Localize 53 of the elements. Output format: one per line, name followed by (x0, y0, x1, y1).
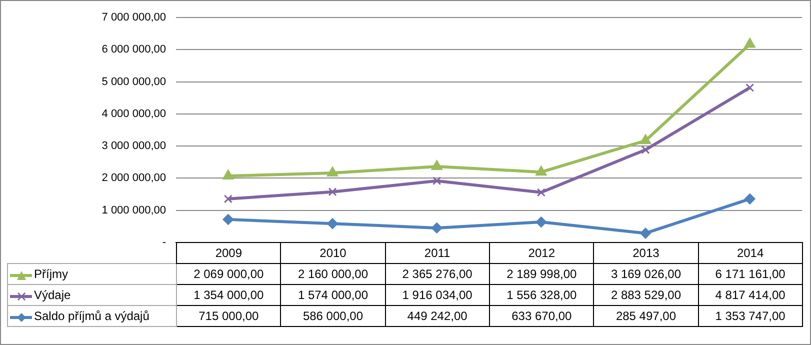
legend-label: Příjmy (8, 264, 176, 285)
data-label: 3 169 026,00 (594, 264, 698, 285)
data-label: 6 171 161,00 (698, 264, 802, 285)
point (328, 188, 337, 196)
point (222, 169, 234, 180)
x-tick-label: 2009 (176, 242, 281, 264)
data-label: 715 000,00 (176, 306, 281, 327)
x-tick-label: 2010 (280, 242, 386, 264)
point (431, 160, 443, 170)
data-label: 2 160 000,00 (280, 264, 386, 285)
point (536, 216, 547, 228)
data-label: 1 556 328,00 (489, 284, 594, 306)
x-tick-label: 2011 (385, 242, 490, 264)
data-label: 1 354 000,00 (176, 284, 281, 306)
point (326, 166, 338, 177)
data-label: 1 574 000,00 (280, 284, 386, 306)
point (744, 193, 756, 204)
point (640, 228, 651, 239)
y-tick-label: 4 000 000,00 (102, 108, 166, 120)
legend-label: Výdaje (8, 284, 176, 306)
point (431, 222, 442, 234)
data-label: 2 189 998,00 (489, 264, 594, 285)
y-tick-label: 5 000 000,00 (102, 76, 166, 88)
data-label: 449 242,00 (385, 306, 490, 327)
point (640, 134, 652, 144)
y-tick-label: 1 000 000,00 (102, 204, 166, 216)
data-label: 586 000,00 (280, 306, 386, 327)
y-tick-label: 7 000 000,00 (102, 12, 166, 24)
data-label: 2 883 529,00 (594, 284, 698, 306)
point (535, 166, 547, 176)
point (746, 83, 754, 92)
x-tick-label: 2012 (489, 242, 594, 264)
point (536, 188, 546, 197)
legend-label: Saldo příjmů a výdajů (8, 306, 176, 327)
y-tick-label: 6 000 000,00 (102, 44, 166, 56)
point (432, 176, 442, 186)
point (744, 38, 756, 48)
data-label: 633 670,00 (489, 306, 594, 327)
data-label: 2 365 276,00 (385, 264, 490, 285)
y-tick-label: 2 000 000,00 (102, 172, 166, 184)
point (222, 214, 234, 225)
y-tick-label: - (162, 236, 166, 248)
point (641, 146, 650, 154)
x-tick-label: 2014 (698, 242, 802, 264)
data-label: 4 817 414,00 (698, 284, 802, 306)
data-label: 285 497,00 (594, 306, 698, 327)
x-tick-label: 2013 (594, 242, 698, 264)
point (224, 194, 232, 204)
point (327, 218, 338, 230)
data-label: 1 353 747,00 (698, 306, 802, 327)
data-label: 1 916 034,00 (385, 284, 490, 306)
data-label: 2 069 000,00 (176, 264, 281, 285)
y-tick-label: 3 000 000,00 (102, 140, 166, 152)
